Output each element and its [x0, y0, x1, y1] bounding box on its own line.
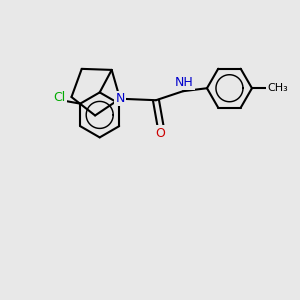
Text: O: O	[155, 127, 165, 140]
Text: NH: NH	[175, 76, 194, 89]
Text: CH₃: CH₃	[267, 83, 288, 93]
Text: Cl: Cl	[53, 91, 65, 104]
Text: N: N	[115, 92, 124, 105]
